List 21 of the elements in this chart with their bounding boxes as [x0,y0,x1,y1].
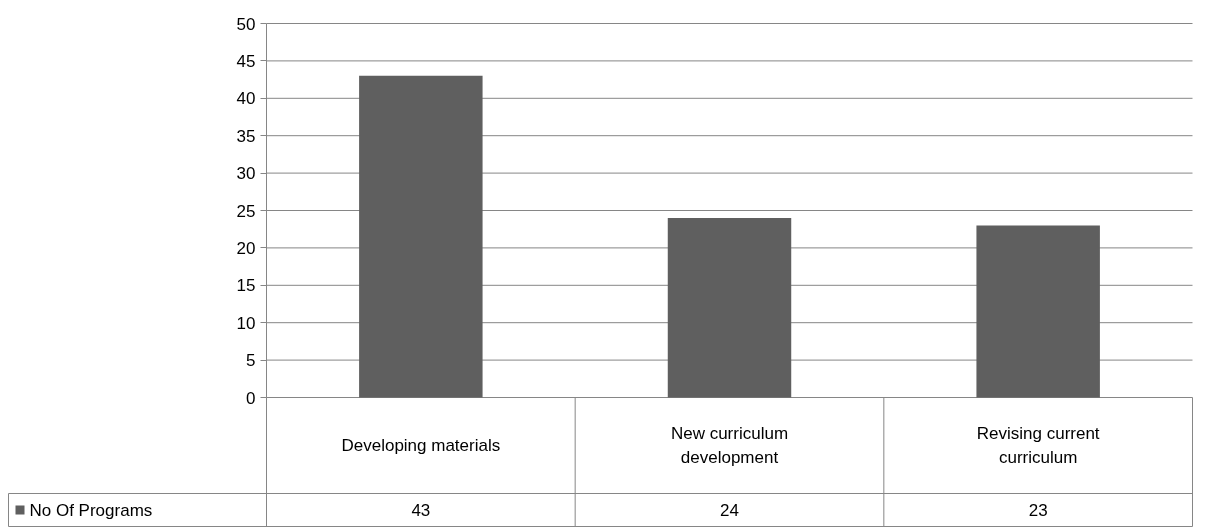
bar [976,225,1100,398]
y-tick-label: 40 [236,89,256,109]
x-tick-label: Revising current curriculum [976,423,1100,468]
data-label: 43 [411,501,431,520]
y-tick-label: 45 [236,51,256,71]
bar [359,75,483,398]
data-label: 23 [1028,501,1048,520]
y-tick-label: 15 [236,276,256,296]
y-tick-label: 35 [236,126,256,146]
x-tick-label: Developing materials [341,436,501,455]
bar [667,217,792,398]
y-tick-label: 5 [246,351,256,371]
data-label: 24 [720,501,739,520]
y-tick-label: 50 [236,14,256,34]
y-tick-label: 0 [246,388,256,408]
x-tick-label: New curriculum development [670,423,789,468]
y-tick-label: 30 [236,164,256,184]
legend-label: No Of Programs [29,500,153,520]
y-tick-label: 25 [236,201,256,221]
y-tick-label: 20 [236,238,256,258]
y-tick-label: 10 [236,313,256,333]
